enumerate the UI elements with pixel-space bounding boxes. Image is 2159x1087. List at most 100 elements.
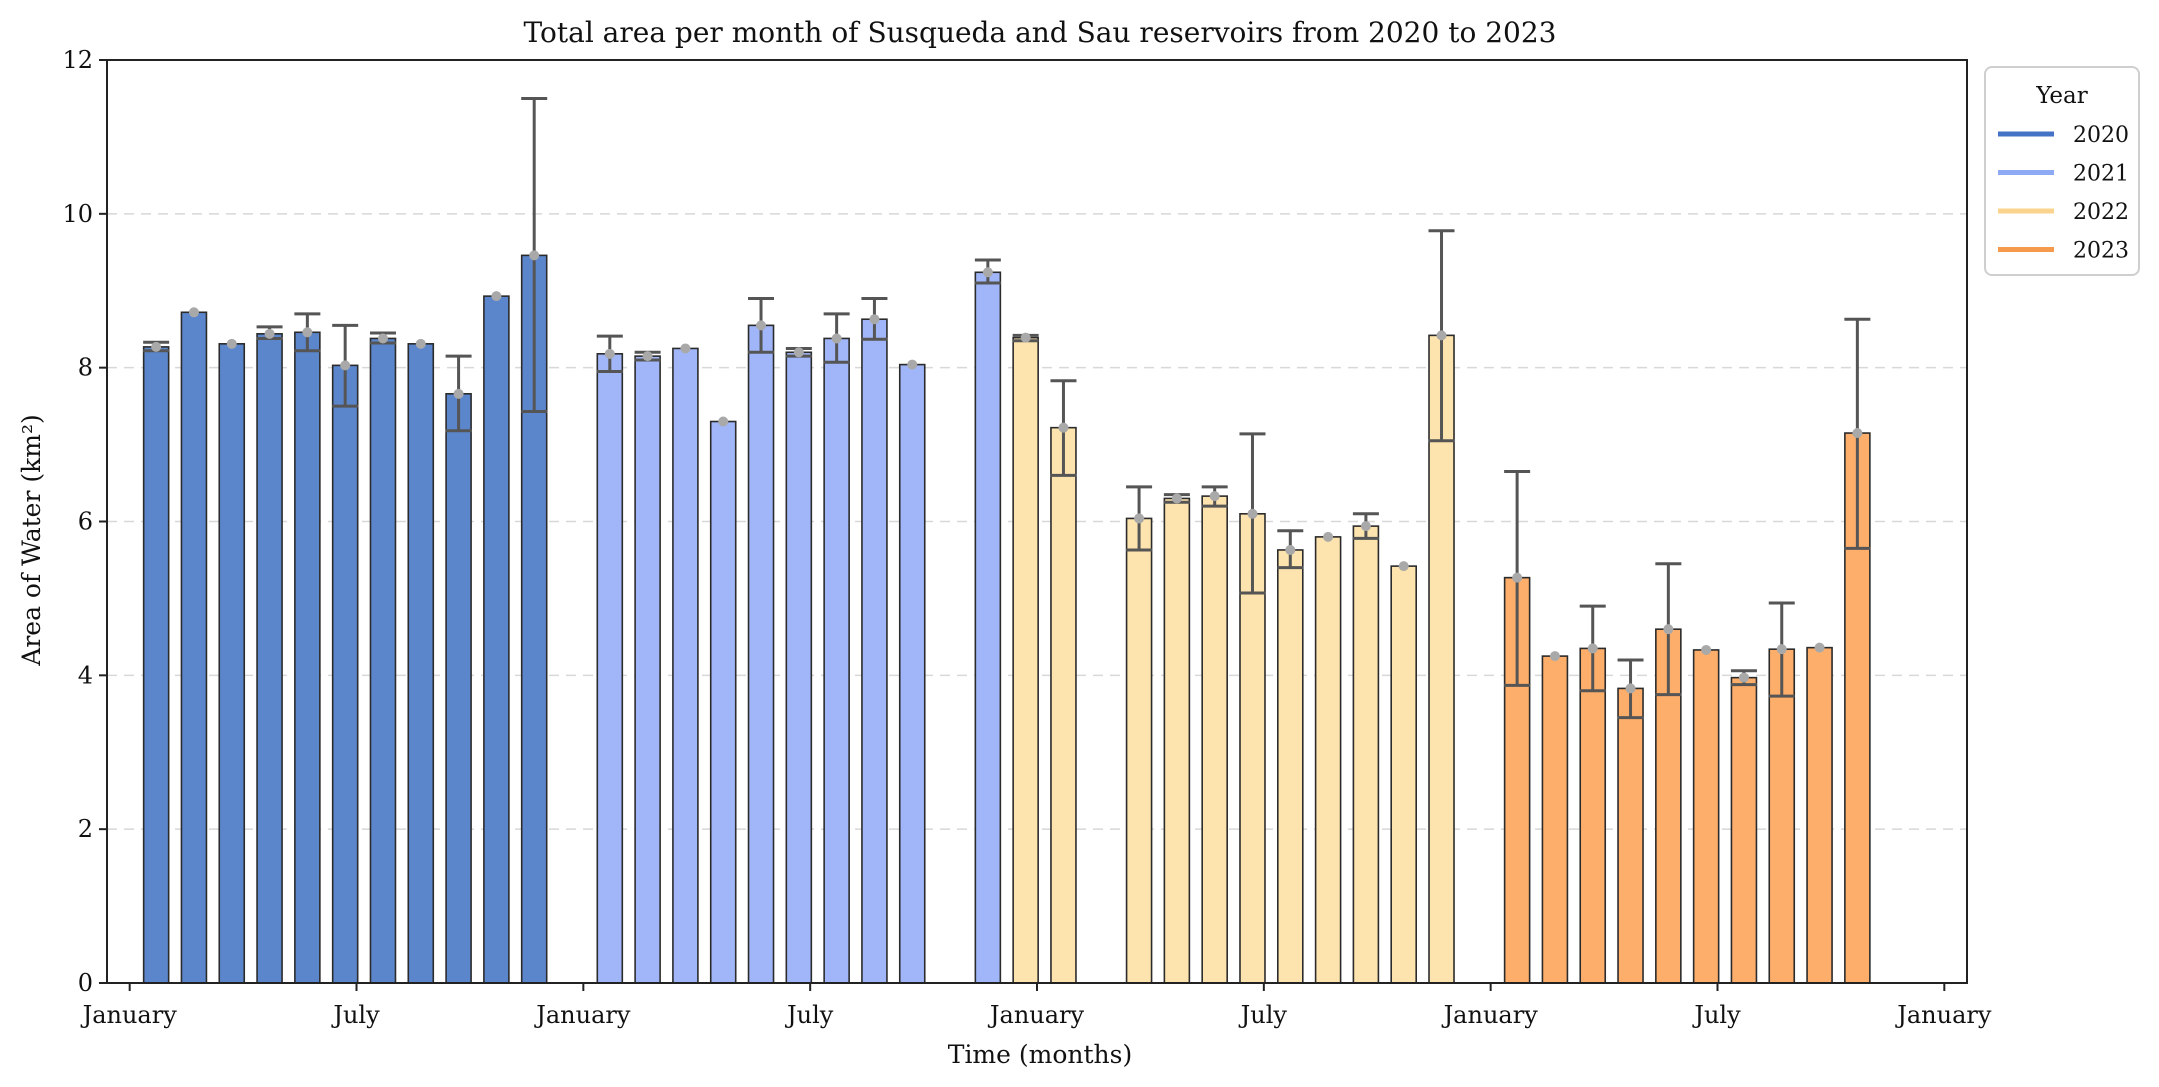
mean-point <box>1171 493 1182 504</box>
mean-point <box>1247 508 1258 519</box>
bar-2022 <box>1276 549 1304 984</box>
mean-point <box>491 291 502 302</box>
y-tick-label: 0 <box>78 969 93 997</box>
mean-point <box>604 348 615 359</box>
mean-point <box>1512 572 1523 583</box>
bar-2021 <box>785 351 813 984</box>
bars <box>142 254 1871 984</box>
bar-2020 <box>407 343 435 984</box>
bar-2023 <box>1655 628 1682 984</box>
mean-point <box>1663 624 1674 635</box>
y-tick-label: 10 <box>62 200 93 228</box>
y-axis-label: Area of Water (km²) <box>17 414 46 666</box>
mean-point <box>869 314 880 325</box>
x-tick-label: July <box>784 1001 834 1029</box>
mean-point <box>756 320 767 331</box>
bar-2020 <box>369 337 397 984</box>
mean-point <box>642 351 653 362</box>
x-tick-label: July <box>330 1001 380 1029</box>
mean-point <box>1587 643 1598 654</box>
mean-point <box>907 359 918 370</box>
error-bars <box>143 96 1871 720</box>
bar-2022 <box>1390 565 1418 984</box>
mean-point <box>1134 513 1145 524</box>
legend-label-2023: 2023 <box>2073 239 2129 264</box>
x-tick-label: July <box>1691 1001 1741 1029</box>
mean-point <box>793 347 804 358</box>
mean-point <box>302 327 313 338</box>
bar-2022 <box>1314 536 1342 984</box>
bar-2020 <box>294 331 321 984</box>
bar-2021 <box>634 355 661 984</box>
mean-point <box>718 416 729 427</box>
bar-2020 <box>180 311 208 984</box>
bar-2022 <box>1163 497 1191 984</box>
bar-2021 <box>596 353 624 984</box>
mean-point <box>1436 330 1447 341</box>
bar-2022 <box>1012 336 1039 984</box>
legend-label-2022: 2022 <box>2073 200 2129 225</box>
mean-point <box>377 333 388 344</box>
y-tick-label: 8 <box>78 354 93 382</box>
legend: Year 2020 2021 2022 2023 <box>1984 66 2140 276</box>
y-tick-label: 6 <box>78 508 93 536</box>
mean-point <box>1285 544 1296 555</box>
mean-point <box>1323 531 1334 542</box>
x-tick-label: January <box>987 1001 1085 1029</box>
x-tick-label: January <box>1894 1001 1992 1029</box>
bar-2022 <box>1352 525 1380 984</box>
chart-title: Total area per month of Susqueda and Sau… <box>524 16 1557 49</box>
mean-point <box>831 333 842 344</box>
mean-point <box>264 328 275 339</box>
legend-label-2021: 2021 <box>2073 162 2129 187</box>
x-tick-label: July <box>1238 1001 1288 1029</box>
mean-point <box>188 307 199 318</box>
mean-point <box>529 250 540 261</box>
x-tick-label: January <box>1441 1001 1539 1029</box>
bar-2021 <box>823 337 850 984</box>
bar-2021 <box>861 318 888 984</box>
mean-point <box>1020 332 1031 343</box>
bar-2023 <box>1692 649 1720 984</box>
legend-entries: 2020 2021 2022 2023 <box>1998 123 2129 264</box>
bar-2020 <box>142 346 170 984</box>
bar-2021 <box>672 347 699 984</box>
legend-label-2020: 2020 <box>2073 123 2129 148</box>
mean-point <box>1852 428 1863 439</box>
bar-2020 <box>331 364 359 984</box>
mean-point <box>340 360 351 371</box>
mean-point <box>151 341 162 352</box>
bar-2021 <box>747 324 775 984</box>
mean-point <box>1738 672 1749 683</box>
legend-title: Year <box>2035 83 2088 109</box>
y-tick-label: 4 <box>78 661 93 689</box>
y-tick-label: 12 <box>62 46 93 74</box>
axes: 0 2 4 6 8 10 12 January July January July January Ju… <box>62 46 1991 1029</box>
bar-2023 <box>1541 655 1569 984</box>
mean-point <box>1209 491 1220 502</box>
bar-2020 <box>483 295 510 984</box>
x-axis-label: Time (months) <box>948 1040 1132 1069</box>
mean-point <box>1776 644 1787 655</box>
bar-2023 <box>1806 646 1833 984</box>
bar-2020 <box>218 343 246 984</box>
bar-2023 <box>1768 648 1796 984</box>
bar-2021 <box>974 271 1002 984</box>
bar-2023 <box>1579 647 1607 984</box>
x-tick-label: January <box>533 1001 631 1029</box>
bar-2023 <box>1617 687 1644 984</box>
mean-point <box>1549 651 1560 662</box>
bar-2020 <box>256 333 283 984</box>
mean-point <box>226 338 237 349</box>
mean-point <box>1058 422 1069 433</box>
bar-2022 <box>1050 426 1077 984</box>
mean-point <box>1814 642 1825 653</box>
bar-2020 <box>445 393 472 984</box>
bar-2023 <box>1730 676 1758 984</box>
bar-2022 <box>1125 517 1153 984</box>
bar-2021 <box>709 420 737 984</box>
mean-point <box>1701 644 1712 655</box>
bar-2022 <box>1201 495 1228 984</box>
bar-2021 <box>898 363 926 984</box>
